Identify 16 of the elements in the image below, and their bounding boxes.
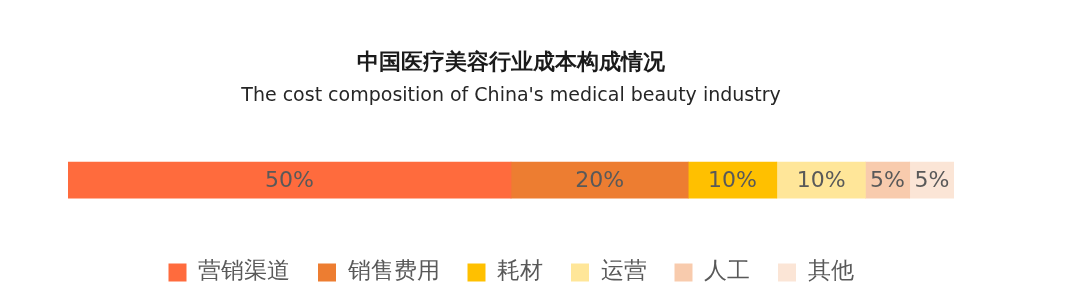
data-label: 5% [914,166,950,192]
legend-label: 耗材 [497,257,543,284]
legend-label: 其他 [807,257,854,284]
data-label: 50% [265,166,314,192]
data-label: 10% [796,166,846,192]
legend-label: 营销渠道 [198,257,290,284]
bar [68,161,512,199]
bar [510,161,689,199]
chart-title: 中国医疗美容行业成本构成情况 [357,48,666,74]
chart-subtitle: The cost composition of China's medical beauty industry [240,82,781,105]
legend-label: 销售费用 [346,257,440,284]
data-label: 10% [708,166,757,192]
legend-label: 运营 [600,257,647,284]
data-label: 5% [870,166,905,192]
legend-label: 人工 [704,257,750,284]
data-label: 20% [575,166,625,192]
